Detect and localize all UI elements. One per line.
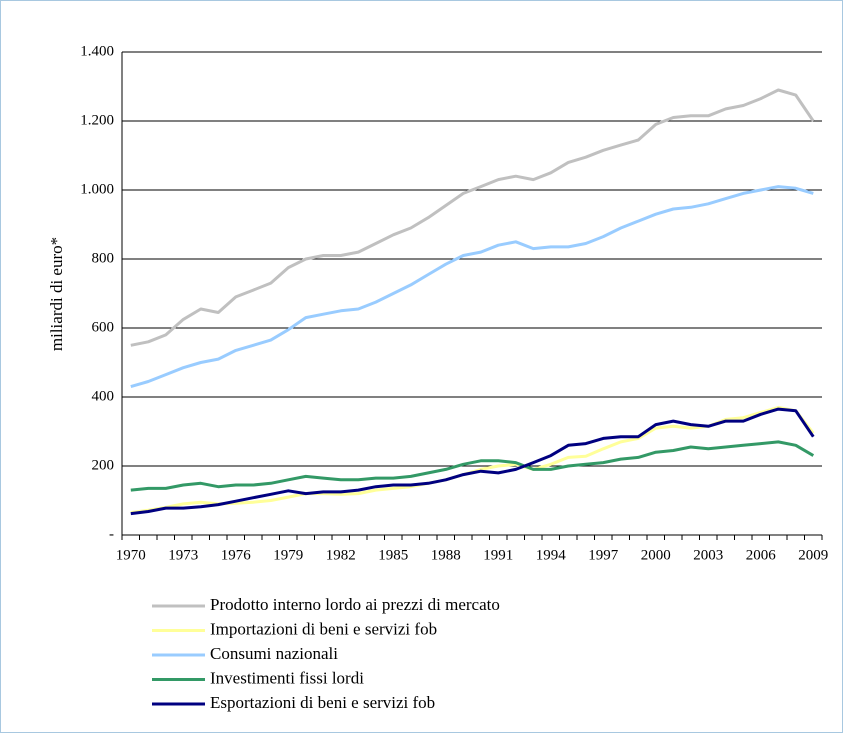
x-tick-label: 1976 <box>221 547 252 563</box>
y-tick-label: 200 <box>92 457 115 473</box>
x-tick-label: 1973 <box>168 547 198 563</box>
x-tick-label: 1979 <box>273 547 303 563</box>
x-tick-label: 1994 <box>536 547 567 563</box>
legend-label: Consumi nazionali <box>210 644 338 663</box>
series-line <box>130 407 815 516</box>
y-tick-label: - <box>109 526 114 542</box>
y-tick-label: 1.200 <box>80 112 114 128</box>
x-tick-label: 2006 <box>746 547 777 563</box>
x-tick-label: 2009 <box>798 547 828 563</box>
legend-label: Investimenti fissi lordi <box>210 668 364 687</box>
y-tick-label: 600 <box>92 319 115 335</box>
x-tick-label: 1982 <box>326 547 356 563</box>
y-tick-label: 400 <box>92 388 115 404</box>
y-tick-label: 800 <box>92 250 115 266</box>
x-tick-label: 1970 <box>116 547 146 563</box>
x-tick-label: 1985 <box>378 547 408 563</box>
y-axis-label: miliardi di euro* <box>47 237 66 351</box>
x-tick-label: 2000 <box>641 547 671 563</box>
legend-label: Prodotto interno lordo ai prezzi di merc… <box>210 595 500 614</box>
series-line <box>130 185 814 389</box>
y-tick-label: 1.400 <box>80 43 114 59</box>
legend-label: Importazioni di beni e servizi fob <box>210 619 437 638</box>
x-tick-label: 1997 <box>588 547 619 563</box>
x-tick-label: 1988 <box>431 547 461 563</box>
x-tick-label: 2003 <box>693 547 723 563</box>
legend-label: Esportazioni di beni e servizi fob <box>210 693 435 712</box>
y-tick-label: 1.000 <box>80 181 114 197</box>
series-line <box>130 88 815 347</box>
series-line <box>130 440 815 492</box>
x-tick-label: 1991 <box>483 547 513 563</box>
